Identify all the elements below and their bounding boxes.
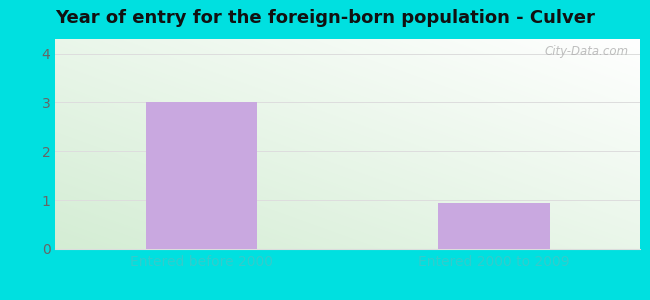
Bar bbox=[146, 103, 257, 249]
Text: Year of entry for the foreign-born population - Culver: Year of entry for the foreign-born popul… bbox=[55, 9, 595, 27]
Text: City-Data.com: City-Data.com bbox=[545, 45, 629, 58]
Bar bbox=[438, 202, 549, 249]
